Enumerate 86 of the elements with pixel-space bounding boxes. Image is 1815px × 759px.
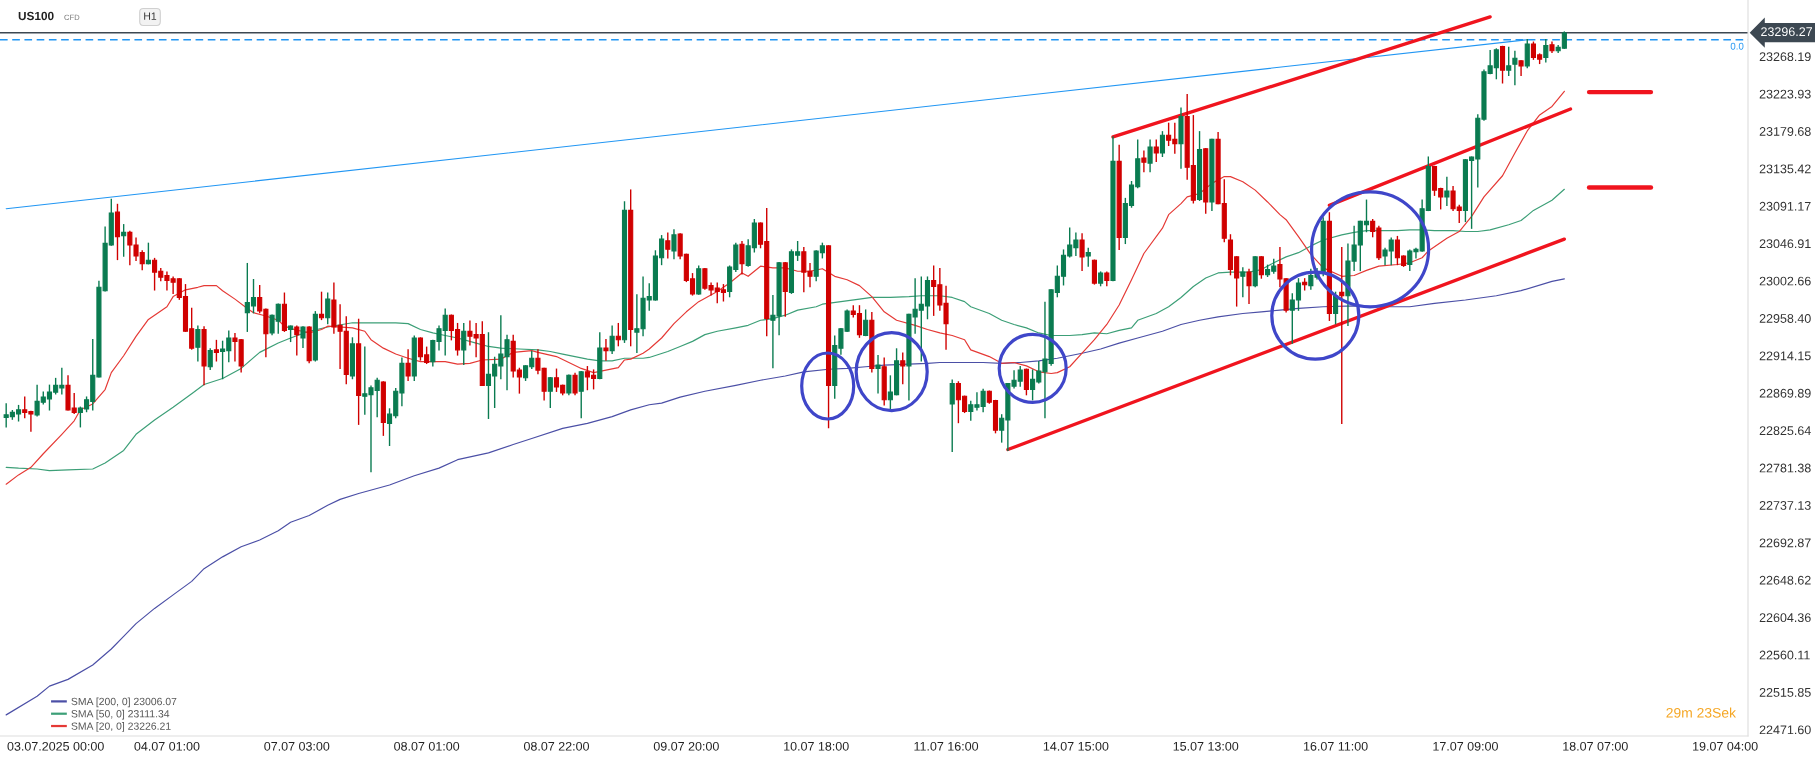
candlestick (1543, 39, 1549, 63)
y-tick-label: 22648.62 (1759, 575, 1811, 585)
y-tick-label: 22737.13 (1759, 501, 1811, 510)
y-tick-label: 23223.93 (1759, 89, 1811, 99)
candlestick (213, 339, 219, 362)
candlestick (1023, 368, 1029, 396)
candlestick (300, 326, 306, 348)
x-tick-label: 10.07 18:00 (784, 741, 849, 751)
y-tick-label: 22560.11 (1759, 650, 1810, 660)
candlestick (900, 352, 906, 385)
y-tick-label: 23268.19 (1759, 52, 1811, 62)
ref-line-label: 23296.27 (1761, 27, 1813, 37)
x-tick-label: 07.07 03:00 (264, 741, 330, 751)
x-tick-label: 08.07 01:00 (394, 741, 460, 751)
y-tick-label: 22825.64 (1759, 426, 1811, 436)
y-tick-label: 22471.60 (1759, 725, 1811, 735)
legend-label: SMA [50, 0] 23111.34 (71, 709, 170, 720)
candlestick (603, 338, 609, 361)
x-tick-label: 18.07 07:00 (1563, 741, 1628, 751)
candlestick (1506, 46, 1512, 76)
candlestick (671, 229, 677, 260)
candlestick (609, 325, 615, 354)
candlestick (1147, 139, 1153, 173)
candlestick (1258, 256, 1264, 279)
candlestick (547, 377, 553, 408)
candlestick (1512, 50, 1518, 86)
candlestick (1444, 176, 1450, 207)
y-tick-label: 22958.40 (1759, 314, 1811, 323)
x-tick-label: 09.07 20:00 (653, 741, 719, 751)
candlestick (318, 291, 325, 321)
x-tick-label: 19.07 04:00 (1693, 741, 1758, 751)
candlestick (665, 232, 671, 259)
legend-label: SMA [200, 0] 23006.07 (71, 697, 177, 708)
candlestick (1079, 233, 1085, 272)
legend-label: SMA [20, 0] 23226.21 (71, 722, 171, 732)
x-tick-label: 14.07 15:00 (1043, 741, 1109, 751)
candlestick (1499, 45, 1506, 84)
x-tick-label: 11.07 16:00 (914, 741, 979, 751)
candlestick (1141, 150, 1147, 173)
candlestick (739, 240, 745, 275)
text: US100 (18, 11, 54, 21)
candlestick (1240, 267, 1246, 298)
x-tick-label: 15.07 13:00 (1173, 741, 1239, 751)
annotation: 0.0 (1730, 42, 1744, 50)
y-tick-label: 23179.68 (1759, 127, 1811, 136)
candlestick (1339, 246, 1345, 425)
candlestick (1246, 268, 1252, 305)
candlestick (325, 292, 331, 325)
candlestick (1159, 131, 1166, 158)
annotation: H1 (144, 12, 157, 20)
y-tick-label: 22692.87 (1759, 538, 1811, 548)
candlestick (145, 242, 151, 265)
x-tick-label: 03.07.2025 00:00 (7, 741, 104, 751)
candlestick (1524, 39, 1530, 69)
y-tick-label: 22869.89 (1759, 388, 1811, 398)
y-tick-label: 22604.36 (1759, 613, 1811, 623)
annotation: 29m 23Sek (1666, 707, 1737, 718)
x-tick-label: 08.07 22:00 (523, 741, 590, 751)
candlestick (615, 322, 621, 347)
candlestick (572, 372, 578, 396)
y-tick-label: 22515.85 (1759, 687, 1811, 697)
candlestick (405, 349, 411, 381)
y-tick-label: 22781.38 (1759, 463, 1811, 473)
y-tick-label: 23135.42 (1759, 164, 1811, 174)
x-tick-label: 04.07 01:00 (134, 741, 200, 751)
candlestick (195, 325, 201, 362)
candlestick (461, 322, 467, 365)
candlestick (1153, 139, 1159, 163)
candlestick (294, 325, 300, 356)
candlestick (566, 374, 572, 396)
y-tick-label: 22914.15 (1759, 351, 1811, 361)
line-series (5, 90, 1565, 485)
candlestick (1518, 60, 1524, 76)
x-tick-label: 17.07 09:00 (1433, 741, 1498, 751)
candlestick (207, 348, 213, 370)
y-tick-label: 23046.91 (1759, 239, 1811, 249)
candlestick (949, 379, 955, 452)
candlestick (863, 309, 869, 337)
candlestick (1091, 259, 1097, 285)
y-tick-label: 23091.17 (1759, 201, 1811, 211)
line-series (5, 188, 1565, 472)
candlestick (875, 355, 881, 394)
candlestick (121, 224, 127, 257)
y-tick-label: 23002.66 (1759, 276, 1811, 286)
candlestick (578, 371, 584, 419)
x-tick-label: 16.07 11:00 (1303, 741, 1368, 751)
